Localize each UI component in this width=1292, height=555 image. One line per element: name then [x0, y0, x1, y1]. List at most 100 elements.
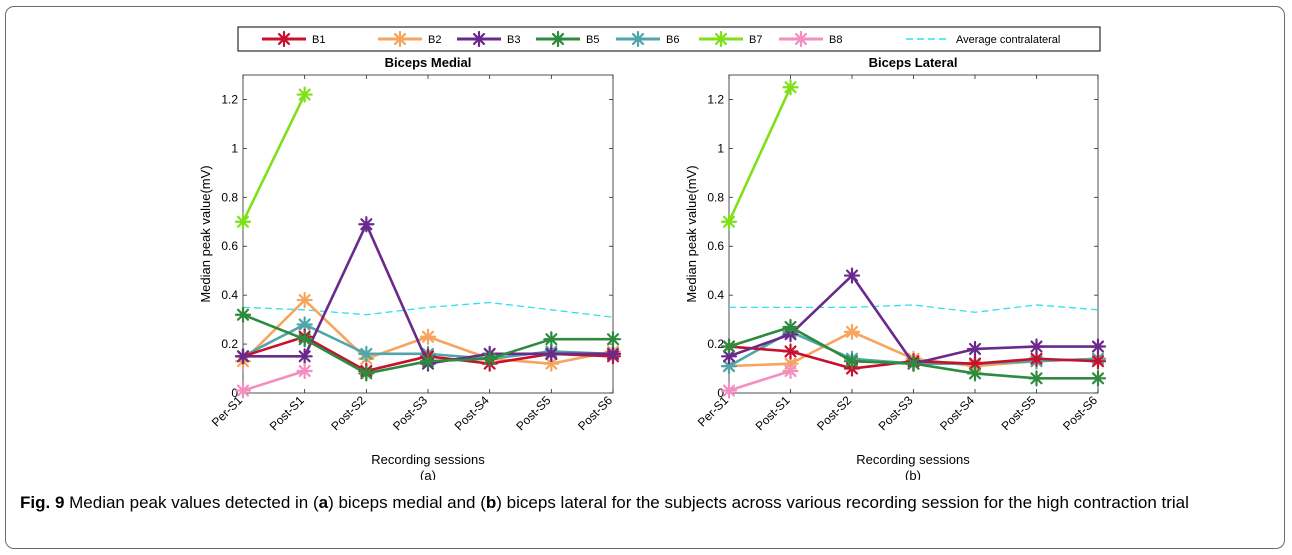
data-point-b1	[782, 343, 799, 360]
data-point-b3	[1089, 338, 1107, 355]
y-tick-label: 1.2	[707, 92, 724, 106]
data-point-b5	[234, 306, 252, 323]
x-tick-label: Post-S1	[753, 393, 793, 433]
caption-ref-a: a	[318, 493, 329, 512]
x-tick-label: Post-S5	[999, 393, 1039, 433]
legend-marker-b6	[629, 30, 647, 48]
data-point-b3	[234, 348, 252, 365]
data-point-b3	[543, 345, 560, 362]
data-point-b8	[720, 382, 738, 399]
data-point-b3	[1028, 338, 1045, 355]
data-point-b5	[1028, 370, 1045, 387]
legend-marker-b5	[549, 30, 567, 48]
data-point-b7	[720, 213, 738, 230]
y-tick-label: 0	[231, 386, 238, 400]
legend-marker-b2	[391, 30, 409, 48]
data-point-b5	[419, 353, 437, 370]
data-point-b5	[481, 350, 498, 367]
data-point-b5	[966, 365, 984, 382]
x-tick-label: Post-S4	[452, 393, 492, 433]
series-line-b8	[242, 369, 306, 392]
y-tick-label: 0.2	[221, 337, 238, 351]
data-point-b8	[234, 382, 252, 399]
chart-biceps-lateral: 0 0.2 0.4 0.6 0.8 1 1.2 Per-S1 Post-S1 Post-S2 Pos…	[684, 55, 1107, 480]
x-tick-label: Post-S5	[513, 393, 553, 433]
data-point-b5	[296, 331, 313, 348]
series-line-b7	[727, 86, 792, 223]
data-point-b5	[1089, 370, 1107, 387]
series-line-average-contralateral	[242, 301, 614, 318]
x-tick-label: Post-S3	[390, 393, 430, 433]
chart-title: Biceps Medial	[385, 55, 472, 70]
chart-subtitle: (a)	[420, 468, 436, 480]
data-point-b3	[843, 267, 861, 284]
series-b5	[234, 306, 622, 382]
data-point-b5	[358, 365, 375, 382]
series-line-b8	[728, 369, 791, 392]
y-tick-label: 0.4	[221, 288, 238, 302]
data-point-b7	[234, 213, 252, 230]
legend-label-b7: B7	[749, 34, 762, 46]
legend-label-b3: B3	[507, 34, 520, 46]
series-b8	[234, 362, 313, 399]
data-point-b3	[296, 348, 313, 365]
data-point-b5	[905, 355, 922, 372]
legend-label-b1: B1	[312, 34, 325, 46]
chart-subtitle: (b)	[905, 468, 921, 480]
series-b5	[720, 318, 1107, 387]
data-point-b1	[1089, 353, 1107, 370]
x-tick-label: Post-S2	[814, 393, 854, 433]
data-point-b6	[358, 345, 375, 362]
y-tick-label: 0	[717, 386, 724, 400]
figure-frame	[5, 6, 1285, 549]
caption-text-1: Median peak values detected in (	[64, 493, 319, 512]
data-point-b7	[296, 86, 313, 103]
legend-label-b6: B6	[666, 34, 679, 46]
data-point-b8	[782, 362, 799, 380]
data-point-b5	[782, 318, 799, 336]
x-axis-label: Recording sessions	[856, 452, 970, 467]
data-point-b5	[843, 353, 861, 370]
y-tick-label: 0.2	[707, 337, 724, 351]
data-point-b3	[966, 340, 984, 358]
data-point-b5	[604, 331, 622, 348]
data-point-b1	[1028, 350, 1045, 367]
legend-label-b2: B2	[428, 34, 441, 46]
series-line-b7	[241, 94, 306, 223]
x-tick-label: Post-S4	[937, 393, 977, 433]
x-axis-label: Recording sessions	[371, 452, 485, 467]
legend-marker-b7	[712, 30, 730, 48]
legend-label-b5: B5	[586, 34, 599, 46]
y-tick-label: 1.2	[221, 92, 238, 106]
y-tick-label: 0.8	[221, 190, 238, 204]
figure-caption: Fig. 9 Median peak values detected in (a…	[20, 491, 1270, 515]
y-axis-label: Median peak value(mV)	[684, 165, 699, 302]
plot-area	[242, 74, 614, 394]
data-point-b3	[604, 345, 622, 362]
y-tick-label: 0.6	[221, 239, 238, 253]
figure-canvas: B1 B2 B3 B5 B6 B7 B8 Average contralateral 0 0.2…	[198, 26, 1107, 480]
x-tick-label: Post-S2	[328, 393, 368, 433]
series-b8	[720, 362, 799, 399]
data-point-b2	[419, 328, 437, 345]
x-tick-label: Post-S3	[876, 393, 916, 433]
chart-title: Biceps Lateral	[869, 55, 958, 70]
x-tick-label: Post-S1	[267, 393, 307, 433]
data-point-b2	[843, 323, 861, 340]
x-tick-label: Post-S6	[1060, 393, 1100, 433]
data-point-b2	[296, 291, 313, 309]
y-tick-label: 0.6	[707, 239, 724, 253]
x-tick-label: Post-S6	[575, 393, 615, 433]
legend: B1 B2 B3 B5 B6 B7 B8 Average contralateral	[237, 26, 1101, 52]
caption-ref-b: b	[485, 493, 497, 512]
data-point-b5	[720, 338, 738, 355]
data-point-b5	[543, 331, 560, 348]
data-point-b7	[782, 79, 799, 96]
y-axis-label: Median peak value(mV)	[198, 165, 213, 302]
series-b7	[720, 79, 799, 230]
data-point-b3	[358, 216, 375, 233]
series-b7	[234, 86, 313, 230]
y-tick-label: 0.4	[707, 288, 724, 302]
legend-label-b8: B8	[829, 34, 842, 46]
legend-marker-b3	[470, 30, 488, 48]
